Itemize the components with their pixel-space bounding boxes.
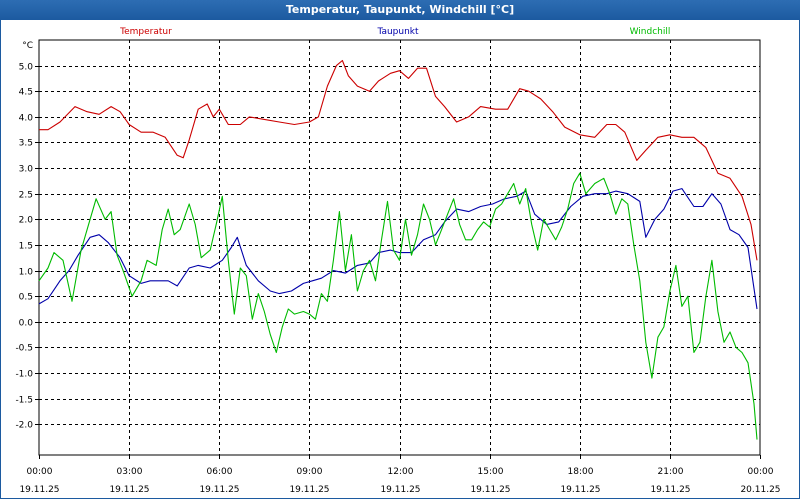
- x-tick-date: 19.11.25: [199, 485, 239, 495]
- grid: [39, 40, 760, 455]
- x-tick-date: 19.11.25: [19, 485, 59, 495]
- window-title: Temperatur, Taupunkt, Windchill [°C]: [0, 0, 800, 20]
- y-axis-label: °C: [22, 41, 33, 51]
- y-tick-label: 0.5: [19, 293, 33, 303]
- x-tick-date: 19.11.25: [560, 485, 600, 495]
- line-chart: 5.0 4.5 4.0 3.5 3.0 2.5 2.0 1.5 1.0 0.5 0.0 -0.5 -1.…: [15, 27, 781, 495]
- axes: 5.0 4.5 4.0 3.5 3.0 2.5 2.0 1.5 1.0 0.5 0.0 -0.5 -1.…: [15, 39, 781, 495]
- x-tick-time: 00:00: [748, 467, 774, 477]
- legend-temperatur: Temperatur: [119, 27, 172, 37]
- y-tick-label: 3.0: [19, 165, 34, 175]
- series-line-temperatur: [39, 59, 758, 261]
- plot-area-border: [38, 39, 761, 456]
- x-tick-date: 19.11.25: [470, 485, 510, 495]
- legend-taupunkt: Taupunkt: [376, 27, 419, 37]
- y-tick-label: -1.0: [15, 370, 33, 380]
- y-tick-label: 3.5: [19, 139, 33, 149]
- x-tick-time: 00:00: [27, 467, 53, 477]
- y-tick-label: 4.5: [19, 88, 33, 98]
- x-tick-date: 19.11.25: [650, 485, 690, 495]
- x-tick-time: 21:00: [658, 467, 684, 477]
- legend-windchill: Windchill: [630, 27, 671, 37]
- x-tick-time: 09:00: [297, 467, 323, 477]
- y-tick-label: 1.5: [19, 242, 33, 252]
- x-tick-time: 03:00: [117, 467, 143, 477]
- legend: Temperatur Taupunkt Windchill: [119, 27, 670, 37]
- x-tick-date: 19.11.25: [109, 485, 149, 495]
- x-tick-time: 12:00: [388, 467, 414, 477]
- y-tick-label: 0.0: [19, 319, 34, 329]
- y-tick-label: 2.0: [19, 216, 34, 226]
- x-tick-time: 06:00: [207, 467, 233, 477]
- y-tick-label: -0.5: [15, 344, 33, 354]
- y-tick-label: 2.5: [19, 191, 33, 201]
- x-tick-date: 19.11.25: [380, 485, 420, 495]
- y-tick-label: 4.0: [19, 114, 34, 124]
- x-tick-time: 15:00: [478, 467, 504, 477]
- x-tick-time: 18:00: [568, 467, 594, 477]
- x-tick-date: 19.11.25: [289, 485, 329, 495]
- x-tick-date: 20.11.25: [740, 485, 780, 495]
- y-tick-label: 5.0: [19, 63, 34, 73]
- y-tick-label: -2.0: [15, 421, 33, 431]
- y-tick-label: 1.0: [19, 268, 34, 278]
- y-tick-label: -1.5: [15, 396, 33, 406]
- series: [38, 59, 758, 440]
- chart-frame: 5.0 4.5 4.0 3.5 3.0 2.5 2.0 1.5 1.0 0.5 0.0 -0.5 -1.…: [0, 20, 800, 499]
- series-line-taupunkt: [38, 188, 758, 310]
- series-line-windchill: [38, 172, 758, 440]
